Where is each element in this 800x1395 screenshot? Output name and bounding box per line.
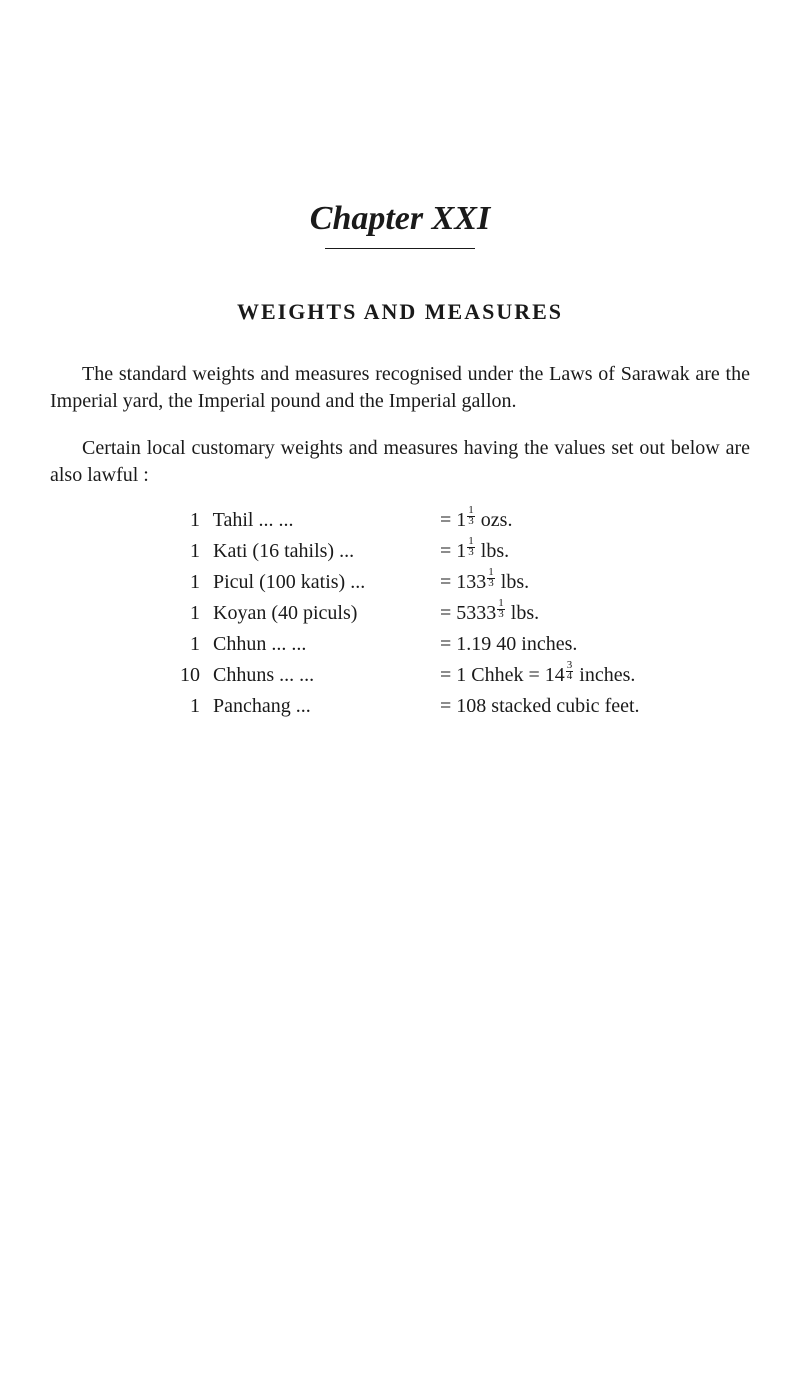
fraction: 13 <box>467 537 475 558</box>
qty: 1 <box>170 505 200 536</box>
qty: 1 <box>170 598 200 629</box>
measure-name: Chhuns <box>213 664 274 686</box>
qty: 1 <box>170 567 200 598</box>
dots: ... ... <box>271 633 306 655</box>
measure-left: 10 Chhuns ... ... <box>170 660 440 691</box>
measure-name: Picul (100 katis) <box>213 571 345 593</box>
fraction: 13 <box>487 568 495 589</box>
chapter-title: Chapter XXI <box>50 200 750 238</box>
paragraph-2: Certain local customary weights and meas… <box>50 435 750 489</box>
qty: 1 <box>170 536 200 567</box>
measure-right: = 533313 lbs. <box>440 598 539 629</box>
fraction: 13 <box>467 506 475 527</box>
measure-right: = 1 Chhek = 1434 inches. <box>440 660 635 691</box>
section-title: WEIGHTS AND MEASURES <box>50 299 750 325</box>
value-pre: 1 Chhek = 14 <box>456 664 565 686</box>
qty: 10 <box>170 660 200 691</box>
page: Chapter XXI WEIGHTS AND MEASURES The sta… <box>0 0 800 722</box>
table-row: 1 Picul (100 katis) ... = 13313 lbs. <box>170 567 750 598</box>
measure-left: 1 Picul (100 katis) ... <box>170 567 440 598</box>
measure-right: = 108 stacked cubic feet. <box>440 691 640 722</box>
measure-name: Koyan (40 piculs) <box>213 602 357 624</box>
title-rule <box>325 248 475 249</box>
dots: ... <box>296 695 311 717</box>
table-row: 1 Tahil ... ... = 113 ozs. <box>170 505 750 536</box>
measure-left: 1 Chhun ... ... <box>170 629 440 660</box>
value-plain: 108 stacked cubic feet. <box>456 695 639 717</box>
equals: = <box>440 695 451 717</box>
unit: inches. <box>579 664 635 686</box>
measure-name: Panchang <box>213 695 291 717</box>
measure-name: Kati (16 tahils) <box>213 540 334 562</box>
measure-left: 1 Panchang ... <box>170 691 440 722</box>
equals: = <box>440 633 451 655</box>
dots: ... ... <box>279 664 314 686</box>
value-int: 1 <box>456 540 466 562</box>
value-plain: 1.19 40 inches. <box>456 633 577 655</box>
measure-right: = 13313 lbs. <box>440 567 529 598</box>
value-int: 1 <box>456 509 466 531</box>
measures-table: 1 Tahil ... ... = 113 ozs. 1 Kati (16 ta… <box>170 505 750 722</box>
dots: ... <box>339 540 354 562</box>
measure-name: Tahil <box>213 509 254 531</box>
measure-name: Chhun <box>213 633 266 655</box>
equals: = <box>440 571 451 593</box>
measure-left: 1 Tahil ... ... <box>170 505 440 536</box>
unit: lbs. <box>481 540 509 562</box>
value-int: 133 <box>456 571 486 593</box>
table-row: 10 Chhuns ... ... = 1 Chhek = 1434 inche… <box>170 660 750 691</box>
unit: ozs. <box>481 509 513 531</box>
measure-right: = 1.19 40 inches. <box>440 629 577 660</box>
equals: = <box>440 509 451 531</box>
paragraph-1: The standard weights and measures recogn… <box>50 361 750 415</box>
fraction: 34 <box>566 661 574 682</box>
measure-right: = 113 ozs. <box>440 505 512 536</box>
equals: = <box>440 540 451 562</box>
qty: 1 <box>170 629 200 660</box>
equals: = <box>440 664 451 686</box>
qty: 1 <box>170 691 200 722</box>
fraction: 13 <box>497 599 505 620</box>
measure-left: 1 Koyan (40 piculs) <box>170 598 440 629</box>
measure-left: 1 Kati (16 tahils) ... <box>170 536 440 567</box>
equals: = <box>440 602 451 624</box>
table-row: 1 Kati (16 tahils) ... = 113 lbs. <box>170 536 750 567</box>
dots: ... ... <box>258 509 293 531</box>
table-row: 1 Koyan (40 piculs) = 533313 lbs. <box>170 598 750 629</box>
unit: lbs. <box>501 571 529 593</box>
dots: ... <box>350 571 365 593</box>
table-row: 1 Chhun ... ... = 1.19 40 inches. <box>170 629 750 660</box>
unit: lbs. <box>511 602 539 624</box>
value-int: 5333 <box>456 602 496 624</box>
table-row: 1 Panchang ... = 108 stacked cubic feet. <box>170 691 750 722</box>
measure-right: = 113 lbs. <box>440 536 509 567</box>
